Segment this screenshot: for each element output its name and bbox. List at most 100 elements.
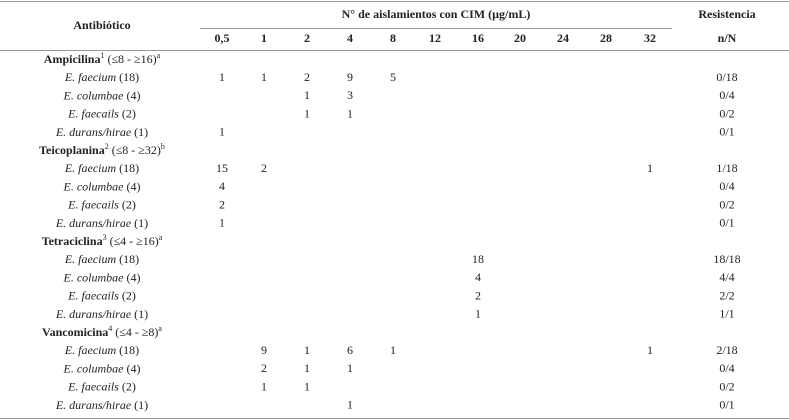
count: 1 bbox=[304, 379, 310, 393]
column-header: 24 bbox=[557, 31, 569, 45]
count: 15 bbox=[216, 161, 228, 175]
sample-size: (2) bbox=[122, 288, 136, 302]
superscript: a bbox=[158, 324, 162, 333]
species-label: E. faecails (2) bbox=[67, 379, 136, 393]
superscript: 3 bbox=[103, 233, 107, 242]
count: 5 bbox=[390, 70, 396, 84]
column-header: 16 bbox=[472, 31, 484, 45]
resistance: 2/2 bbox=[719, 288, 734, 302]
count: 1 bbox=[219, 216, 225, 230]
superscript: a bbox=[159, 233, 163, 242]
count: 2 bbox=[475, 288, 481, 302]
group-label: Vancomicina4 (≤4 - ≥8)a bbox=[42, 324, 162, 339]
species-label: E. durans/hirae (1) bbox=[55, 398, 148, 412]
column-header: 1 bbox=[261, 31, 267, 45]
species-label: E. faecium (18) bbox=[64, 252, 139, 266]
count: 4 bbox=[475, 270, 481, 284]
count: 1 bbox=[261, 70, 267, 84]
count: 2 bbox=[219, 197, 225, 211]
column-header: 4 bbox=[347, 31, 353, 45]
column-header: 0,5 bbox=[215, 31, 230, 45]
sample-size: (1) bbox=[134, 307, 148, 321]
sample-size: (1) bbox=[134, 398, 148, 412]
resistance: 4/4 bbox=[719, 270, 734, 284]
sample-size: (4) bbox=[126, 88, 140, 102]
species-label: E. columbae (4) bbox=[63, 361, 141, 375]
sample-size: (2) bbox=[122, 379, 136, 393]
count: 1 bbox=[347, 398, 353, 412]
superscript: b bbox=[161, 142, 165, 151]
count: 1 bbox=[219, 125, 225, 139]
species-label: E. durans/hirae (1) bbox=[55, 307, 148, 321]
species: E. faecium bbox=[64, 161, 117, 175]
species: E. columbae bbox=[63, 179, 125, 193]
species-label: E. faecium (18) bbox=[64, 70, 139, 84]
column-header: 28 bbox=[600, 31, 612, 45]
breakpoints: (≤4 - ≥16) bbox=[110, 234, 159, 248]
species-label: E. faecium (18) bbox=[64, 343, 139, 357]
species: E. durans/hirae bbox=[55, 216, 132, 230]
sample-size: (1) bbox=[134, 125, 148, 139]
sample-size: (1) bbox=[134, 216, 148, 230]
header-resistance: Resistencia bbox=[698, 7, 755, 21]
species: E. durans/hirae bbox=[55, 125, 132, 139]
species-label: E. columbae (4) bbox=[63, 88, 141, 102]
sample-size: (2) bbox=[122, 197, 136, 211]
resistance: 0/4 bbox=[719, 179, 734, 193]
count: 1 bbox=[304, 343, 310, 357]
count: 1 bbox=[347, 106, 353, 120]
superscript: 1 bbox=[100, 51, 104, 60]
resistance: 0/18 bbox=[716, 70, 737, 84]
count: 4 bbox=[219, 179, 225, 193]
species-label: E. faecails (2) bbox=[67, 288, 136, 302]
species: E. faecium bbox=[64, 70, 117, 84]
count: 2 bbox=[304, 70, 310, 84]
count: 3 bbox=[347, 88, 353, 102]
sample-size: (18) bbox=[119, 70, 139, 84]
sample-size: (4) bbox=[126, 179, 140, 193]
species-label: E. columbae (4) bbox=[63, 179, 141, 193]
species-label: E. faecails (2) bbox=[67, 106, 136, 120]
resistance: 0/1 bbox=[719, 398, 734, 412]
count: 1 bbox=[261, 379, 267, 393]
header-antibiotic: Antibiótico bbox=[73, 18, 130, 32]
species: E. columbae bbox=[63, 270, 125, 284]
sample-size: (18) bbox=[119, 343, 139, 357]
resistance: 18/18 bbox=[713, 252, 740, 266]
species: E. durans/hirae bbox=[55, 398, 132, 412]
count: 9 bbox=[261, 343, 267, 357]
species: E. durans/hirae bbox=[55, 307, 132, 321]
resistance: 0/1 bbox=[719, 125, 734, 139]
column-header: 20 bbox=[514, 31, 526, 45]
count: 2 bbox=[261, 361, 267, 375]
species: E. faecails bbox=[67, 379, 119, 393]
sample-size: (4) bbox=[126, 361, 140, 375]
group-name: Teicoplanina bbox=[39, 143, 105, 157]
count: 1 bbox=[475, 307, 481, 321]
resistance: 0/4 bbox=[719, 361, 734, 375]
count: 1 bbox=[647, 343, 653, 357]
header-isolates: N° de aislamientos con CIM (µg/mL) bbox=[342, 7, 531, 21]
column-header: 8 bbox=[390, 31, 396, 45]
group-name: Vancomicina bbox=[42, 325, 108, 339]
species-label: E. durans/hirae (1) bbox=[55, 125, 148, 139]
breakpoints: (≤8 - ≥32) bbox=[112, 143, 161, 157]
column-header: 32 bbox=[644, 31, 656, 45]
group-name: Tetraciclina bbox=[42, 234, 103, 248]
count: 1 bbox=[304, 106, 310, 120]
count: 1 bbox=[647, 161, 653, 175]
count: 1 bbox=[304, 88, 310, 102]
count: 6 bbox=[347, 343, 353, 357]
superscript: 2 bbox=[105, 142, 109, 151]
species: E. faecails bbox=[67, 197, 119, 211]
sample-size: (4) bbox=[126, 270, 140, 284]
count: 18 bbox=[472, 252, 484, 266]
species: E. columbae bbox=[63, 361, 125, 375]
count: 1 bbox=[390, 343, 396, 357]
breakpoints: (≤4 - ≥8) bbox=[115, 325, 158, 339]
species: E. faecails bbox=[67, 288, 119, 302]
resistance: 0/1 bbox=[719, 216, 734, 230]
species: E. faecails bbox=[67, 106, 119, 120]
species: E. faecium bbox=[64, 343, 117, 357]
